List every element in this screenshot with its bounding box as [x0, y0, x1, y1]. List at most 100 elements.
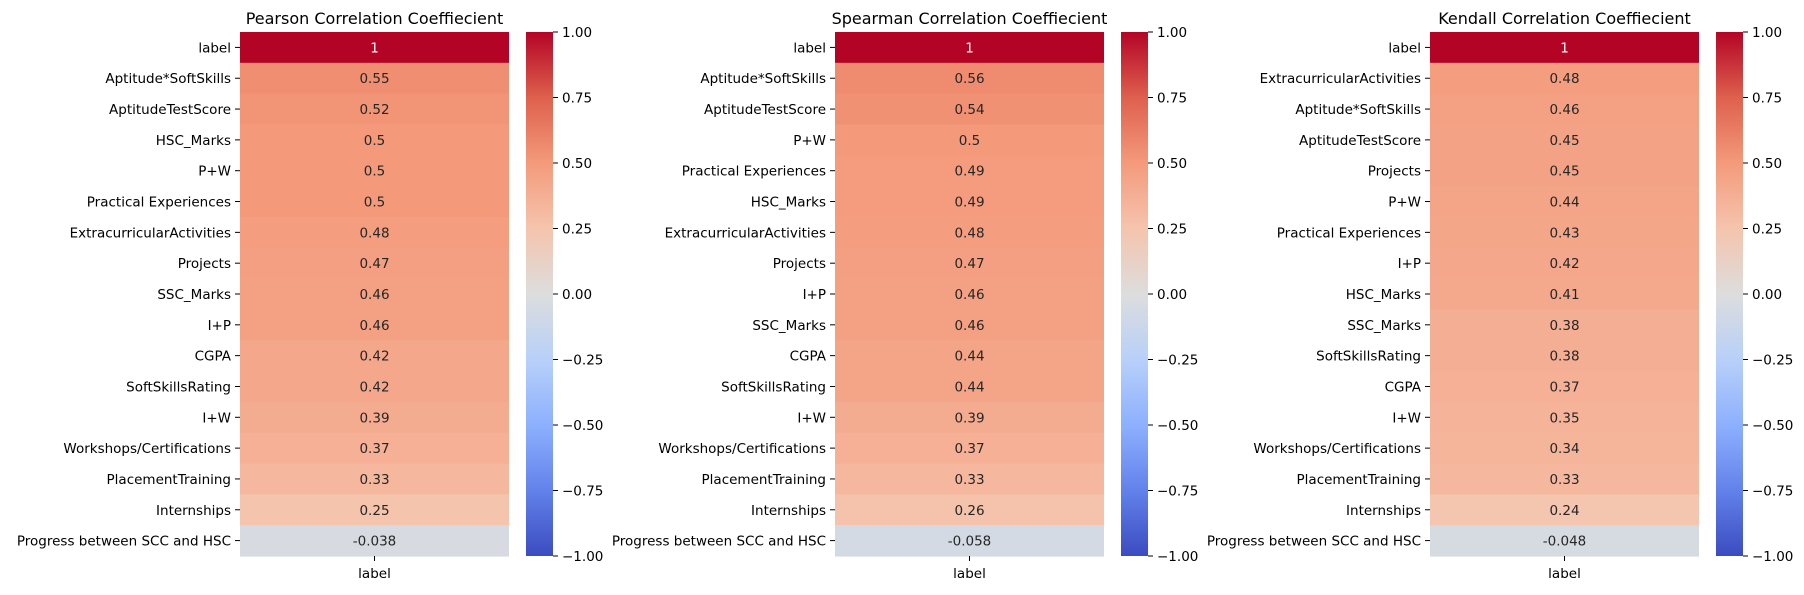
y-tick-label: AptitudeTestScore: [109, 102, 231, 118]
y-tick-label: label: [1388, 40, 1421, 56]
y-tick-label: CGPA: [1385, 379, 1422, 395]
y-tick-label: SoftSkillsRating: [1316, 349, 1421, 365]
heatmap-cell: [240, 93, 509, 126]
heatmap-cell: [240, 463, 509, 495]
cell-value-label: 0.46: [954, 287, 984, 303]
y-tick-label: Workshops/Certifications: [1253, 441, 1421, 457]
heatmap-cell: [835, 525, 1104, 557]
heatmap-cell: [835, 463, 1104, 495]
colorbar-tick-label: 0.75: [1157, 91, 1187, 107]
heatmap-cell: [240, 32, 509, 64]
cell-value-label: -0.038: [353, 534, 397, 550]
cell-value-label: 0.46: [359, 318, 389, 334]
y-tick-label: Workshops/Certifications: [63, 441, 231, 457]
heatmap-cell: [240, 186, 509, 218]
heatmap-cell: [1430, 216, 1699, 249]
heatmap-cell: [240, 432, 509, 465]
colorbar-tick-label: −0.25: [1157, 353, 1198, 369]
y-tick-label: HSC_Marks: [156, 133, 231, 149]
y-tick-label: P+W: [793, 133, 826, 149]
cell-value-label: 0.54: [954, 102, 984, 118]
y-tick-label: SoftSkillsRating: [721, 379, 826, 395]
cell-value-label: 0.5: [959, 133, 980, 149]
heatmap-cell: [240, 124, 509, 156]
cell-value-label: 0.33: [359, 472, 389, 488]
colorbar-tick-label: 0.25: [1157, 222, 1187, 238]
cell-value-label: 0.33: [954, 472, 984, 488]
cell-value-label: -0.048: [1543, 534, 1587, 550]
heatmap-cell: [1430, 155, 1699, 187]
cell-value-label: 0.52: [359, 102, 389, 118]
y-tick-label: Aptitude*SoftSkills: [105, 71, 231, 87]
y-tick-label: Projects: [1368, 164, 1421, 180]
heatmap-cell: [835, 494, 1104, 526]
cell-value-label: 0.56: [954, 71, 984, 87]
y-tick-label: CGPA: [195, 349, 232, 365]
heatmap-cell: [1430, 309, 1699, 341]
heatmap-cell: [240, 371, 509, 403]
cell-value-label: 0.45: [1549, 133, 1579, 149]
y-tick-label: Aptitude*SoftSkills: [700, 71, 826, 87]
y-tick-label: Practical Experiences: [87, 195, 231, 211]
y-tick-label: Projects: [773, 256, 826, 272]
y-tick-label: Progress between SCC and HSC: [17, 534, 231, 550]
colorbar-tick-label: −0.75: [562, 484, 603, 500]
heatmap-cell: [835, 155, 1104, 187]
heatmap-cell: [1430, 124, 1699, 156]
colorbar-tick-label: −1.00: [1752, 549, 1793, 565]
y-tick-label: AptitudeTestScore: [704, 102, 826, 118]
cell-value-label: 0.43: [1549, 225, 1579, 241]
y-tick-label: label: [793, 40, 826, 56]
heatmap-cell: [835, 247, 1104, 280]
y-tick-label: Workshops/Certifications: [658, 441, 826, 457]
cell-value-label: 0.48: [1549, 71, 1579, 87]
cell-value-label: 0.42: [1549, 256, 1579, 272]
cell-value-label: 0.46: [359, 287, 389, 303]
cell-value-label: 0.42: [359, 349, 389, 365]
panel-title: Kendall Correlation Coeffiecient: [1438, 9, 1691, 28]
y-tick-label: CGPA: [790, 349, 827, 365]
cell-value-label: 1: [370, 40, 379, 56]
cell-value-label: 0.49: [954, 164, 984, 180]
heatmap-cell: [1430, 186, 1699, 218]
heatmap-cell: [240, 494, 509, 526]
cell-value-label: 0.37: [359, 441, 389, 457]
y-tick-label: PlacementTraining: [1297, 472, 1421, 488]
colorbar-tick-label: −0.75: [1752, 484, 1793, 500]
heatmap-cell: [835, 186, 1104, 218]
cell-value-label: 0.55: [359, 71, 389, 87]
y-tick-label: ExtracurricularActivities: [1260, 71, 1421, 87]
y-tick-label: I+W: [202, 410, 231, 426]
heatmap-cell: [835, 340, 1104, 372]
cell-value-label: 0.46: [954, 318, 984, 334]
cell-value-label: 0.38: [1549, 318, 1579, 334]
y-tick-label: Progress between SCC and HSC: [1207, 534, 1421, 550]
cell-value-label: 0.33: [1549, 472, 1579, 488]
colorbar-tick-label: 0.75: [562, 91, 592, 107]
colorbar-tick-label: −0.75: [1157, 484, 1198, 500]
heatmap-cell: [835, 216, 1104, 249]
heatmap-cell: [1430, 32, 1699, 64]
y-tick-label: I+W: [1392, 410, 1421, 426]
heatmap-cell: [1430, 340, 1699, 372]
x-tick-label: label: [1548, 566, 1581, 582]
heatmap-cell: [835, 32, 1104, 64]
y-tick-label: I+P: [803, 287, 826, 303]
cell-value-label: 0.5: [364, 164, 385, 180]
y-tick-label: I+P: [208, 318, 231, 334]
colorbar-tick-label: 0.75: [1752, 91, 1782, 107]
heatmap-cell: [835, 371, 1104, 403]
y-tick-label: HSC_Marks: [1346, 287, 1421, 303]
y-tick-label: Practical Experiences: [682, 164, 826, 180]
y-tick-label: SSC_Marks: [157, 287, 231, 303]
y-tick-label: Internships: [156, 503, 231, 519]
heatmap-cell: [835, 124, 1104, 156]
y-tick-label: Internships: [751, 503, 826, 519]
heatmap-cell: [1430, 278, 1699, 311]
heatmap-cell: [240, 155, 509, 187]
cell-value-label: 1: [1560, 40, 1569, 56]
cell-value-label: 0.47: [359, 256, 389, 272]
y-tick-label: Internships: [1346, 503, 1421, 519]
heatmap-cell: [1430, 62, 1699, 95]
